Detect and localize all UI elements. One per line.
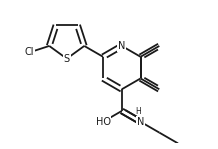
Text: N: N	[137, 117, 144, 127]
Text: N: N	[118, 41, 126, 51]
Text: S: S	[64, 54, 70, 64]
Text: Cl: Cl	[25, 47, 34, 57]
Text: HO: HO	[95, 117, 111, 127]
Text: H: H	[135, 107, 141, 116]
